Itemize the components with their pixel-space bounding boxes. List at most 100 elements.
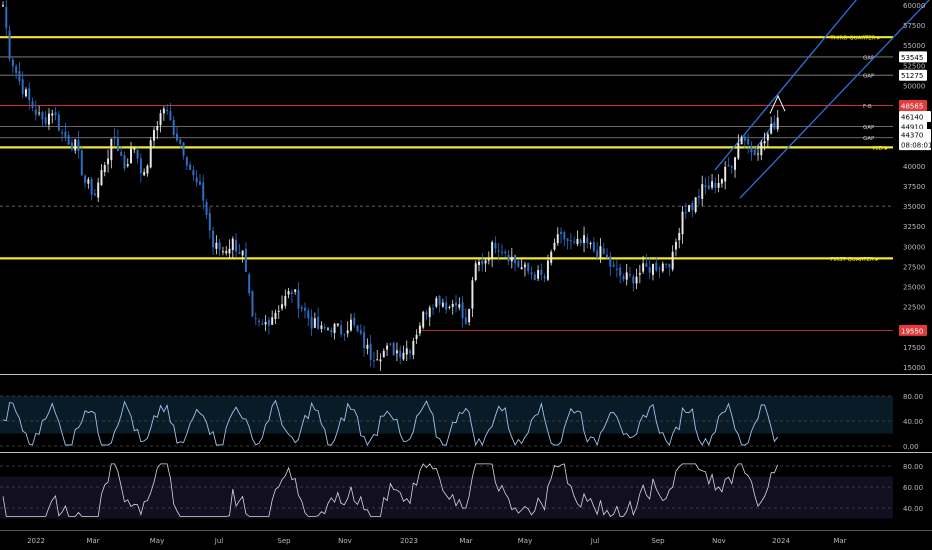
candle-body (284, 295, 287, 306)
candle-body (307, 310, 310, 319)
candle-body (540, 269, 543, 275)
candle-body (300, 307, 303, 309)
candle-body (747, 138, 750, 145)
candle-body (313, 318, 316, 328)
candle-body (612, 264, 615, 267)
candle-body (369, 343, 372, 360)
candle-body (523, 264, 526, 268)
candle-body (484, 260, 487, 264)
candle-body (143, 171, 146, 176)
candle-body (520, 267, 523, 270)
candle-body (648, 267, 651, 273)
candle-body (592, 242, 595, 252)
candle-body (110, 138, 113, 161)
price-tag-text: 44910 (901, 123, 923, 131)
price-tick-label: 35000 (903, 203, 925, 211)
candle-body (169, 111, 172, 120)
candle-body (175, 133, 178, 141)
candle-body (773, 122, 776, 129)
channel-upper-line (714, 0, 857, 171)
price-tick-label: 52500 (903, 62, 925, 70)
candle-body (629, 274, 631, 276)
price-tag-box (899, 324, 927, 336)
price-tick-label: 55000 (903, 42, 925, 50)
candle-body (405, 348, 408, 355)
candle-body (543, 276, 546, 279)
price-tag-text: 44370 (901, 132, 923, 140)
candle-body (189, 164, 192, 170)
candle-body (448, 306, 451, 308)
candle-body (684, 212, 687, 214)
candle-body (235, 240, 238, 252)
candle-body (185, 156, 188, 166)
candle-body (389, 343, 392, 345)
candle-body (61, 132, 64, 134)
candle-body (64, 131, 67, 137)
candle-body (179, 139, 182, 144)
candle-body (694, 197, 697, 212)
candle-body (556, 234, 559, 244)
candle-body (757, 153, 760, 155)
price-tag-box (899, 69, 927, 81)
candle-body (412, 340, 415, 356)
price-tag-text: 46140 (901, 113, 923, 121)
time-tick-label: Mar (86, 537, 99, 545)
channel-lower-line (739, 0, 930, 199)
candle-body (658, 268, 661, 270)
candle-body (435, 298, 438, 307)
candle-body (44, 117, 47, 124)
candle-body (740, 137, 743, 145)
candle-body (156, 126, 159, 131)
candle-body (560, 231, 563, 235)
candle-body (655, 262, 658, 271)
candle-body (212, 230, 215, 248)
candle-body (336, 323, 339, 326)
candle-body (724, 166, 727, 182)
candle-body (80, 150, 83, 176)
candle-body (100, 170, 103, 185)
candle-body (441, 302, 444, 307)
time-tick-label: Nov (338, 537, 352, 545)
candle-body (392, 342, 395, 355)
price-tick-label: 57500 (903, 22, 925, 30)
candle-body (372, 360, 375, 362)
candle-body (451, 303, 454, 307)
price-tag-text: 53545 (901, 54, 923, 62)
candle-body (90, 179, 93, 195)
candle-body (602, 248, 605, 254)
candle-body (162, 108, 165, 114)
candle-body (425, 312, 428, 315)
candle-body (93, 193, 96, 196)
candle-body (320, 325, 323, 329)
candle-body (221, 251, 224, 253)
candle-body (468, 309, 471, 323)
candle-body (238, 252, 241, 254)
time-tick-label: Nov (712, 537, 726, 545)
candle-body (317, 316, 320, 329)
candle-body (113, 136, 116, 139)
candle-body (366, 344, 369, 349)
candle-body (277, 310, 280, 312)
candle-body (271, 317, 274, 325)
candle-body (461, 302, 464, 319)
candle-body (409, 350, 412, 354)
level-label: GAP (863, 55, 875, 61)
candle-body (24, 89, 27, 97)
candle-body (720, 179, 723, 184)
candle-body (661, 263, 664, 272)
price-tag-box (899, 139, 931, 151)
target-arrow (769, 94, 786, 114)
candle-body (8, 30, 11, 59)
candle-body (514, 254, 517, 264)
candle-body (349, 319, 352, 331)
candle-body (399, 350, 402, 358)
candle-body (382, 350, 385, 358)
time-tick-label: 2024 (772, 537, 790, 545)
candle-body (596, 250, 599, 258)
candle-body (208, 213, 211, 231)
candle-body (38, 112, 41, 114)
candle-body (70, 142, 73, 150)
candle-body (619, 267, 622, 276)
candle-body (297, 290, 300, 309)
